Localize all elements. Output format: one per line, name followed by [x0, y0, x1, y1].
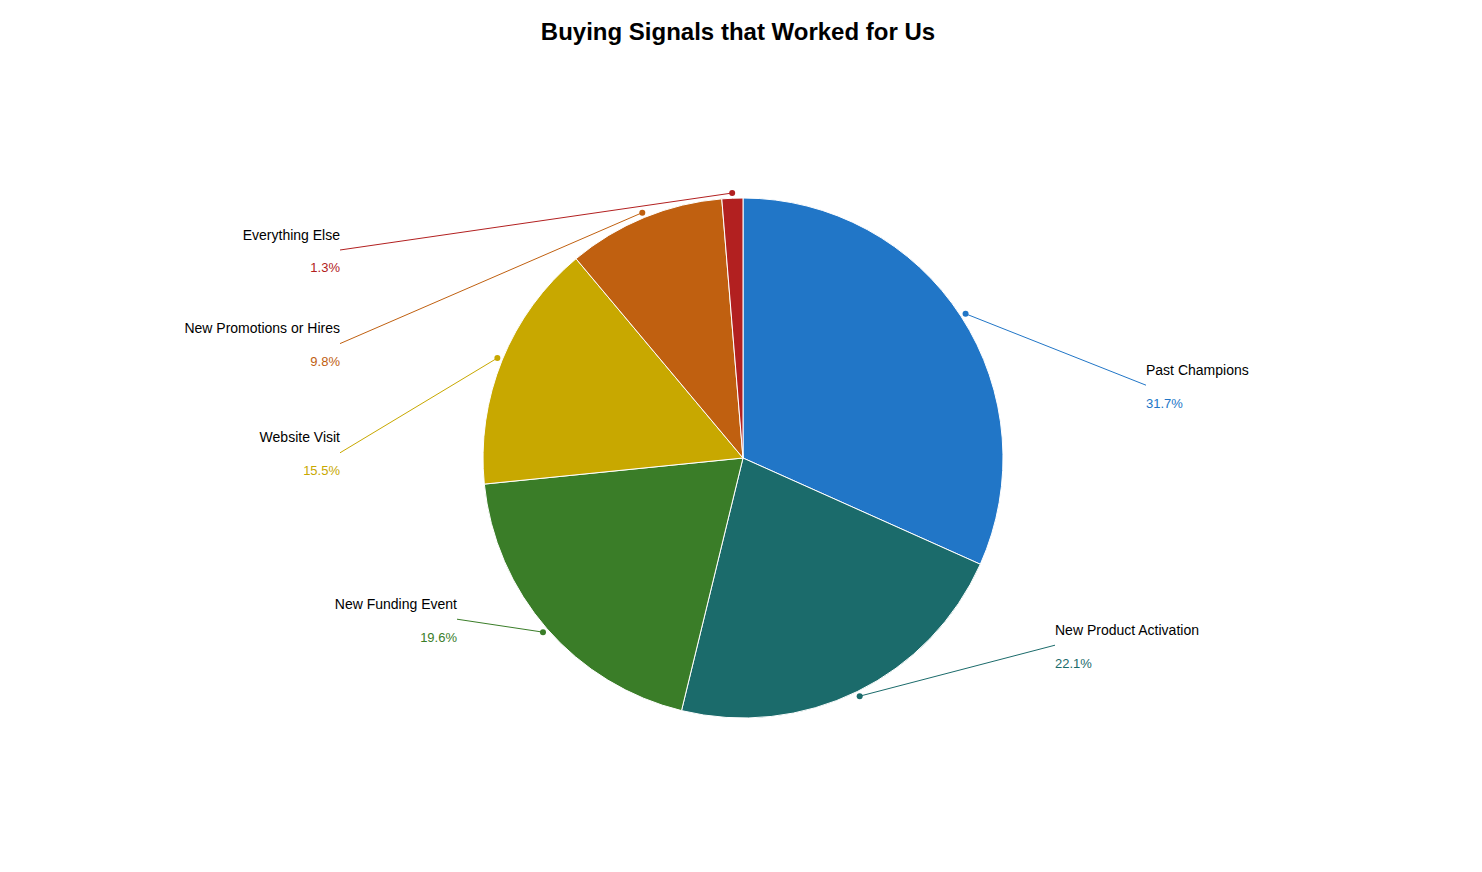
svg-text:Past Champions: Past Champions — [1146, 362, 1249, 378]
svg-text:Everything Else: Everything Else — [243, 227, 340, 243]
html-text:Buying Signals that Worked for: Buying Signals that Worked for Us — [540, 18, 936, 45]
svg-text:New Product Activation: New Product Activation — [1055, 622, 1199, 638]
svg-text:19.6%: 19.6% — [420, 630, 457, 645]
svg-text:31.7%: 31.7% — [1146, 396, 1183, 411]
svg-text:22.1%: 22.1% — [1055, 656, 1092, 671]
svg-text:9.8%: 9.8% — [310, 354, 340, 369]
svg-text:15.5%: 15.5% — [303, 463, 340, 478]
svg-text:1.3%: 1.3% — [310, 260, 340, 275]
svg-text:New Funding Event: New Funding Event — [335, 596, 457, 612]
svg-text:New Promotions or Hires: New Promotions or Hires — [184, 320, 340, 336]
svg-text:Website Visit: Website Visit — [260, 429, 341, 445]
